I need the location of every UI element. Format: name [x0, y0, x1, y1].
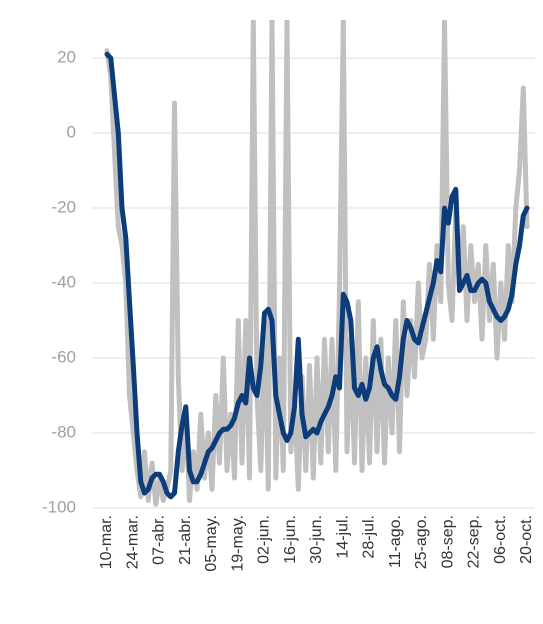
x-tick-label: 02-jun.: [256, 515, 273, 564]
y-tick-label: 20: [57, 48, 76, 67]
x-tick-label: 22-sep.: [466, 515, 483, 568]
x-tick-label: 10-mar.: [98, 515, 115, 569]
y-tick-label: 0: [67, 123, 76, 142]
x-tick-label: 20-oct.: [518, 515, 535, 564]
y-tick-label: -20: [51, 198, 76, 217]
x-tick-label: 14-jul.: [334, 515, 351, 559]
x-tick-label: 16-jun.: [282, 515, 299, 564]
y-tick-label: -60: [51, 348, 76, 367]
x-tick-label: 11-ago.: [387, 515, 404, 568]
x-tick-label: 21-abr.: [177, 515, 194, 565]
x-tick-label: 25-ago.: [413, 515, 430, 569]
x-tick-label: 19-may.: [229, 515, 246, 572]
x-tick-label: 06-oct.: [492, 515, 509, 564]
plot-area: [104, 20, 530, 507]
y-tick-label: -40: [51, 273, 76, 292]
x-tick-label: 08-sep.: [439, 515, 456, 568]
x-tick-label: 30-jun.: [308, 515, 325, 564]
x-tick-label: 28-jul.: [361, 515, 378, 559]
y-tick-label: -80: [51, 422, 76, 441]
x-tick-label: 24-mar.: [124, 515, 141, 569]
data-line: [104, 51, 530, 500]
x-tick-label: 07-abr.: [151, 515, 168, 565]
y-tick-label: -100: [42, 497, 76, 516]
x-tick-label: 05-may.: [203, 515, 220, 572]
